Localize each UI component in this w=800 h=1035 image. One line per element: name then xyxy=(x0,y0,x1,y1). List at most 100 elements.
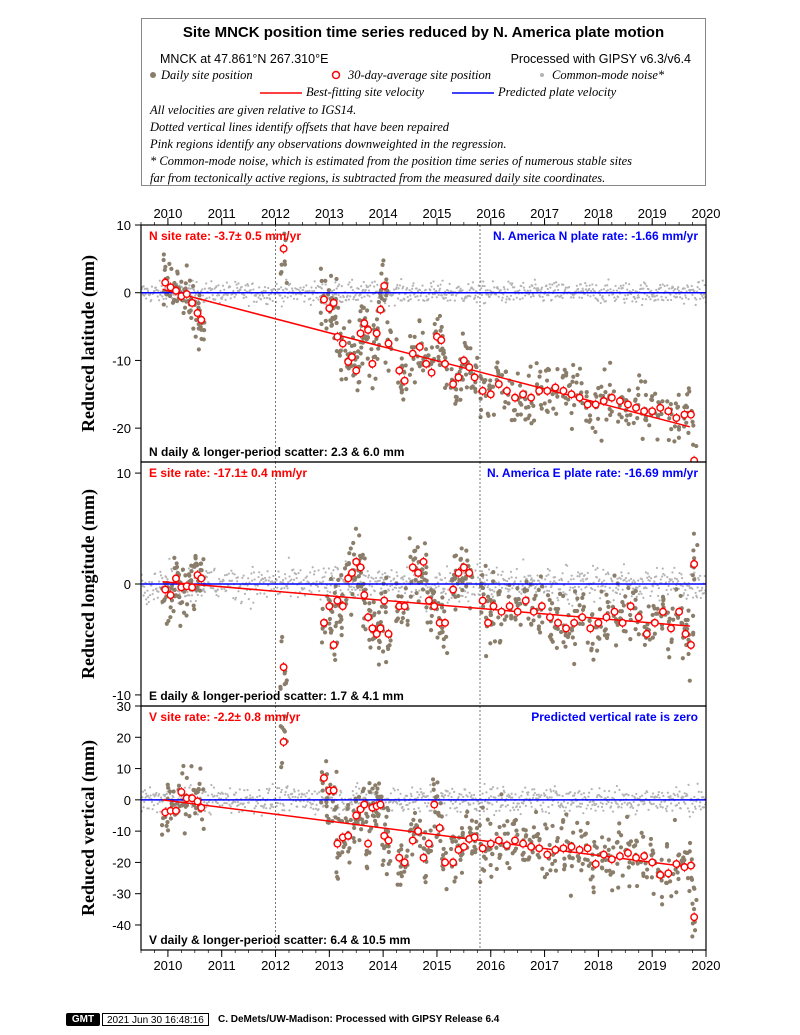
common-mode-point xyxy=(622,563,626,566)
daily-point xyxy=(378,620,383,625)
common-mode-point xyxy=(615,784,618,788)
common-mode-point xyxy=(224,298,227,301)
common-mode-point xyxy=(471,797,474,800)
common-mode-point xyxy=(403,591,407,595)
common-mode-point xyxy=(320,287,323,290)
common-mode-point xyxy=(172,293,175,296)
daily-point xyxy=(468,346,473,351)
common-mode-point xyxy=(476,576,480,579)
common-mode-point xyxy=(464,788,467,791)
daily-point xyxy=(518,412,524,417)
common-mode-point xyxy=(318,791,321,794)
common-mode-point xyxy=(646,294,649,297)
daily-point xyxy=(496,372,501,377)
daily-point xyxy=(665,399,670,404)
common-mode-point xyxy=(162,297,165,301)
common-mode-point xyxy=(218,294,221,297)
common-mode-point xyxy=(216,588,219,591)
daily-point xyxy=(518,622,523,627)
legend-daily-label: Daily site position xyxy=(161,68,253,82)
common-mode-point xyxy=(680,573,683,576)
common-mode-point xyxy=(221,792,225,795)
common-mode-point xyxy=(290,802,293,806)
common-mode-point xyxy=(358,589,361,592)
y-tick-label: -10 xyxy=(112,353,131,368)
common-mode-point xyxy=(500,586,504,589)
daily-point xyxy=(572,589,578,594)
common-mode-point xyxy=(597,585,600,588)
daily-point xyxy=(501,823,507,828)
common-mode-point xyxy=(453,807,456,810)
common-mode-point xyxy=(331,575,334,578)
average-point xyxy=(594,618,603,627)
common-mode-point xyxy=(637,593,640,596)
daily-point xyxy=(454,395,459,400)
daily-point xyxy=(458,853,464,858)
average-point xyxy=(449,380,458,389)
common-mode-point xyxy=(303,587,306,590)
daily-point xyxy=(553,868,559,873)
daily-point xyxy=(441,644,446,649)
common-mode-point xyxy=(506,580,509,583)
common-mode-point xyxy=(265,595,269,598)
daily-point xyxy=(525,416,531,421)
common-mode-point xyxy=(637,803,640,806)
common-mode-point xyxy=(468,289,471,292)
common-mode-point xyxy=(172,795,175,799)
daily-point xyxy=(181,763,186,769)
daily-point xyxy=(669,894,674,899)
average-point xyxy=(454,373,463,382)
common-mode-point xyxy=(584,796,587,799)
common-mode-point xyxy=(187,567,190,570)
common-mode-point xyxy=(279,802,282,805)
common-mode-point xyxy=(655,566,659,570)
common-mode-point xyxy=(512,802,515,805)
common-mode-point xyxy=(577,585,580,588)
daily-point xyxy=(373,376,378,381)
common-mode-point xyxy=(145,603,148,606)
common-mode-point xyxy=(425,610,428,613)
common-mode-point xyxy=(188,284,191,287)
common-mode-point xyxy=(607,572,610,576)
common-mode-point xyxy=(281,809,284,812)
daily-point xyxy=(332,590,337,596)
daily-point xyxy=(504,614,509,619)
daily-point xyxy=(408,334,413,339)
common-mode-point xyxy=(250,579,254,582)
common-mode-point xyxy=(245,296,248,299)
common-mode-point xyxy=(405,566,409,569)
common-mode-point xyxy=(239,288,242,291)
daily-point xyxy=(623,594,628,599)
daily-point xyxy=(337,353,342,358)
common-mode-point xyxy=(369,580,372,583)
common-mode-point xyxy=(633,581,637,584)
daily-point xyxy=(367,601,372,606)
average-point xyxy=(161,278,170,287)
common-mode-point xyxy=(378,579,382,582)
common-mode-point xyxy=(406,803,409,806)
common-mode-point xyxy=(636,586,639,589)
common-mode-point xyxy=(564,288,567,291)
common-mode-point xyxy=(446,601,449,604)
common-mode-point xyxy=(587,795,590,798)
daily-point xyxy=(561,817,566,823)
daily-point xyxy=(550,823,555,829)
daily-point xyxy=(672,439,677,444)
daily-point xyxy=(355,355,360,360)
average-point xyxy=(484,618,493,627)
common-mode-point xyxy=(521,584,524,587)
common-mode-point xyxy=(670,298,673,302)
daily-point xyxy=(326,597,331,602)
common-mode-point xyxy=(487,796,491,800)
common-mode-point xyxy=(205,570,208,573)
common-mode-point xyxy=(515,576,518,579)
daily-point xyxy=(352,825,357,831)
daily-point xyxy=(172,280,177,286)
daily-point xyxy=(464,548,469,553)
daily-point xyxy=(497,824,502,830)
common-mode-point xyxy=(278,575,281,579)
common-mode-point xyxy=(396,283,399,287)
average-point xyxy=(497,607,506,616)
average-point xyxy=(680,410,689,419)
daily-point xyxy=(645,867,650,872)
